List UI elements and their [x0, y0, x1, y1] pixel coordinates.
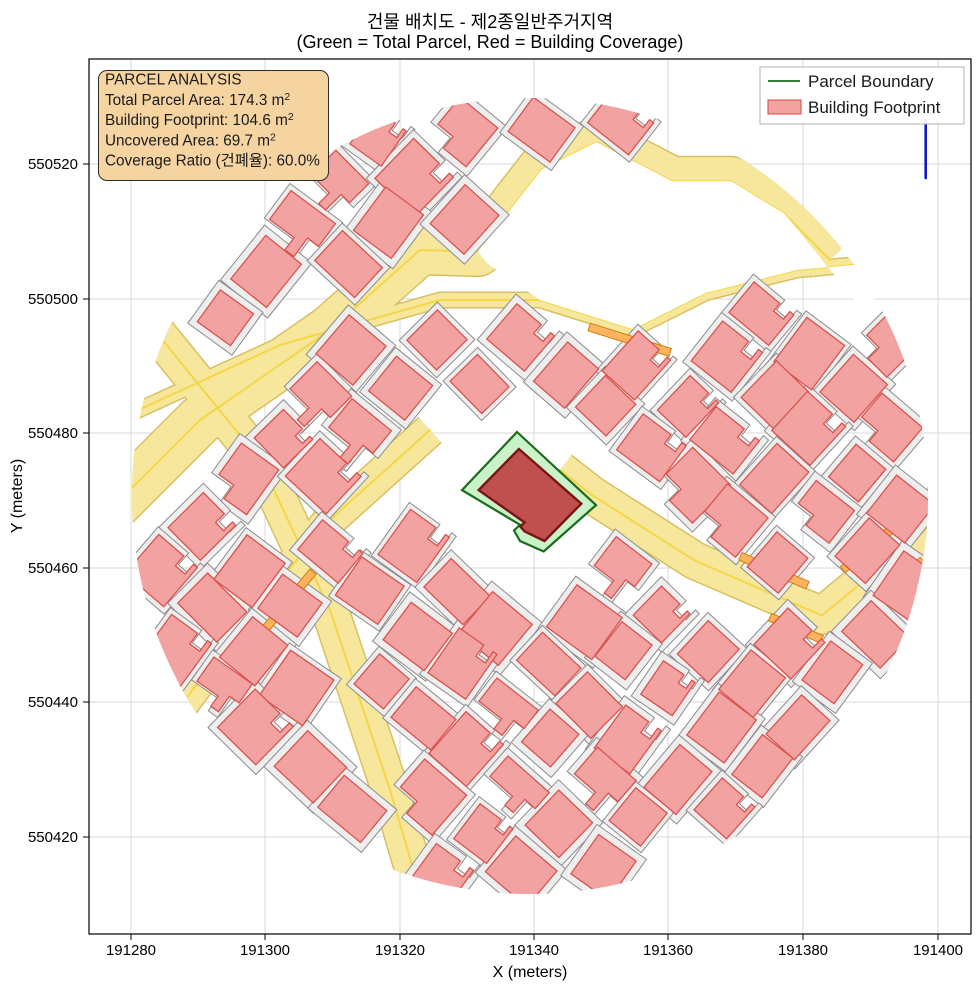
svg-text:191320: 191320 [375, 942, 425, 959]
svg-text:550480: 550480 [28, 425, 78, 442]
svg-text:550520: 550520 [28, 156, 78, 173]
svg-text:191400: 191400 [913, 942, 963, 959]
svg-text:550460: 550460 [28, 560, 78, 577]
svg-text:550440: 550440 [28, 694, 78, 711]
svg-text:Y (meters): Y (meters) [9, 459, 26, 533]
svg-text:191280: 191280 [106, 942, 156, 959]
svg-text:191340: 191340 [509, 942, 559, 959]
svg-text:X (meters): X (meters) [493, 964, 568, 981]
svg-text:191300: 191300 [240, 942, 290, 959]
svg-text:550500: 550500 [28, 291, 78, 308]
svg-text:550420: 550420 [28, 829, 78, 846]
svg-text:191380: 191380 [778, 942, 828, 959]
svg-text:191360: 191360 [643, 942, 693, 959]
